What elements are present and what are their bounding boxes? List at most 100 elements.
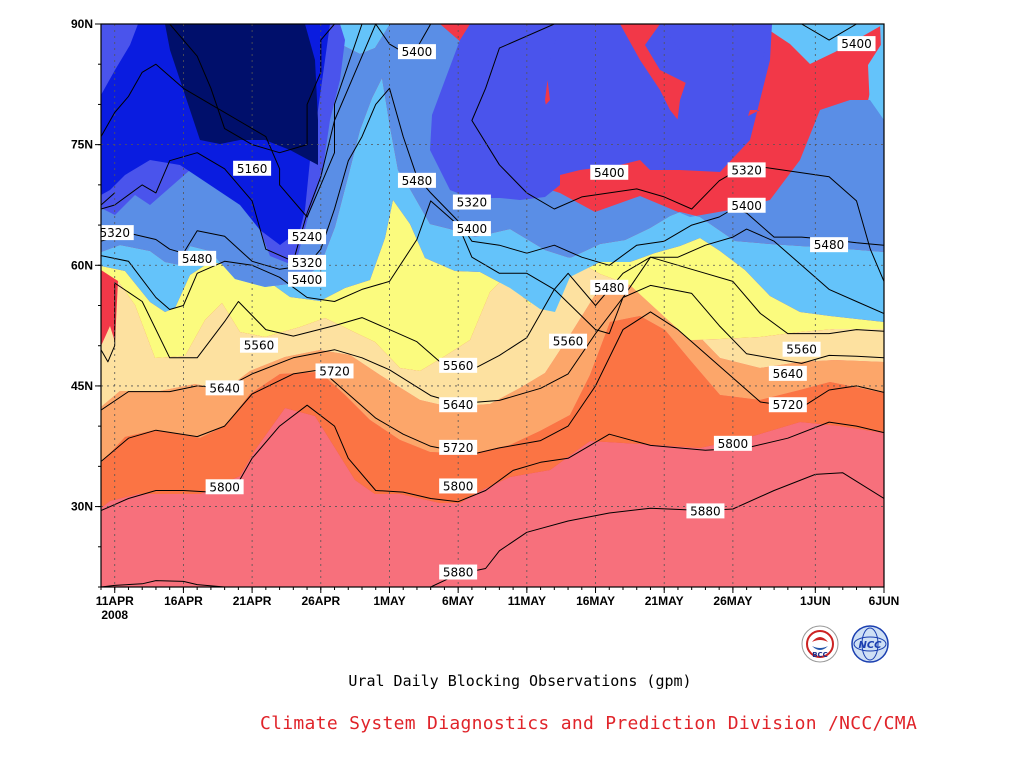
bcc-logo-text: BCC <box>812 651 828 659</box>
contour-label: 5160 <box>233 160 272 176</box>
contour-label: 5720 <box>315 363 354 379</box>
contour-line-5480 <box>101 200 884 335</box>
contour-label: 5560 <box>239 337 278 353</box>
contour-line-5320 <box>471 24 884 282</box>
y-tick-label: 60N <box>71 258 93 272</box>
credit-line: Climate System Diagnostics and Predictio… <box>260 713 918 734</box>
x-tick-label: 6JUN <box>869 594 900 608</box>
plot-area: 5400 5400 5160 5480 5400 5320 5320 5240 5320 5400… <box>99 24 884 587</box>
svg-text:5480: 5480 <box>594 281 625 295</box>
contour-label: 5480 <box>397 172 436 188</box>
svg-text:5240: 5240 <box>292 230 323 244</box>
contour-label: 5640 <box>439 397 478 413</box>
svg-text:5640: 5640 <box>209 381 240 395</box>
contour-label: 5320 <box>99 225 134 241</box>
fill-below-5160 <box>165 24 318 165</box>
fill-band-5720-5800 <box>101 316 884 508</box>
contour-label: 5560 <box>549 333 588 349</box>
svg-text:5320: 5320 <box>731 163 762 177</box>
fill-band-5160-5240-left <box>101 100 120 190</box>
contour-label: 5800 <box>439 478 478 494</box>
contour-label: 5720 <box>768 397 807 413</box>
fill-band-5400-5480-top <box>330 24 884 120</box>
contour-label: 5400 <box>288 271 327 287</box>
ncc-logo: NCC <box>851 625 889 663</box>
svg-text:5480: 5480 <box>182 252 213 266</box>
svg-text:5400: 5400 <box>457 222 488 236</box>
svg-text:5400: 5400 <box>594 166 625 180</box>
x-tick-label: 16APR <box>164 594 203 608</box>
y-tick-label: 75N <box>71 138 93 152</box>
logos: BCC NCC <box>800 624 896 664</box>
x-tick-label: 11MAY <box>508 594 546 608</box>
contour-line-5720 <box>101 311 884 462</box>
contour-line-5320 <box>101 24 377 262</box>
x-tick-label: 26APR <box>301 594 340 608</box>
logo-group: BCC NCC <box>801 625 889 663</box>
svg-text:5720: 5720 <box>773 398 804 412</box>
x-tick-label: 11APR <box>96 594 134 608</box>
contour-label: 5480 <box>590 279 629 295</box>
contour-line-5240 <box>101 192 116 206</box>
svg-text:5720: 5720 <box>319 364 350 378</box>
contour-label: 5400 <box>452 221 491 237</box>
contour-label: 5400 <box>727 197 766 213</box>
svg-text:5320: 5320 <box>99 226 130 240</box>
svg-text:5320: 5320 <box>457 196 488 210</box>
fill-band-5400-5480 <box>101 78 884 322</box>
contour-fills <box>101 24 884 587</box>
svg-text:5720: 5720 <box>443 441 474 455</box>
svg-text:5560: 5560 <box>553 335 584 349</box>
contour-label: 5480 <box>810 237 849 253</box>
svg-text:5560: 5560 <box>443 359 474 373</box>
x-tick-label: 21MAY <box>645 594 684 608</box>
contour-line-5880 <box>101 580 225 587</box>
svg-text:5400: 5400 <box>841 37 872 51</box>
contour-label: 5400 <box>590 164 629 180</box>
contour-label: 5880 <box>439 564 478 580</box>
svg-text:5400: 5400 <box>731 199 762 213</box>
contour-line-5880 <box>430 472 884 587</box>
svg-text:5320: 5320 <box>292 256 323 270</box>
svg-text:5400: 5400 <box>402 45 433 59</box>
fill-band-5480-5560 <box>101 200 884 371</box>
bcc-logo: BCC <box>801 625 839 663</box>
chart-caption: Ural Daily Blocking Observations (gpm) <box>348 672 692 690</box>
svg-text:5480: 5480 <box>814 238 845 252</box>
fill-band-5800-5880 <box>101 408 884 587</box>
svg-text:5560: 5560 <box>786 343 817 357</box>
contour-label: 5640 <box>205 380 244 396</box>
svg-text:5640: 5640 <box>443 398 474 412</box>
ncc-logo-text: NCC <box>858 640 882 651</box>
contour-fills-cold <box>101 24 884 287</box>
x-tick-label: 16MAY <box>576 594 615 608</box>
x-tick-label: 1JUN <box>800 594 831 608</box>
svg-text:5480: 5480 <box>402 174 433 188</box>
contour-label: 5400 <box>397 44 436 60</box>
contour-label: 5640 <box>768 365 807 381</box>
x-tick-label: 1MAY <box>373 594 405 608</box>
y-tick-label: 30N <box>71 500 93 514</box>
contour-label: 5800 <box>713 435 752 451</box>
x-tick-label: 6MAY <box>442 594 474 608</box>
contour-label: 5880 <box>686 503 725 519</box>
y-axis: 30N 45N 60N 75N 90N <box>71 17 101 588</box>
svg-text:5640: 5640 <box>773 367 804 381</box>
contour-label: 5320 <box>452 194 491 210</box>
svg-text:5400: 5400 <box>292 273 323 287</box>
svg-text:5800: 5800 <box>443 479 474 493</box>
contour-label: 5800 <box>205 479 244 495</box>
contour-label: 5720 <box>439 439 478 455</box>
y-tick-label: 90N <box>71 17 93 31</box>
contour-labels: 5400 5400 5160 5480 5400 5320 5320 5240 5320 5400… <box>99 36 876 580</box>
svg-text:5880: 5880 <box>443 566 474 580</box>
svg-text:5160: 5160 <box>237 162 268 176</box>
contour-line-5240 <box>101 24 363 218</box>
contour-label: 5560 <box>439 357 478 373</box>
svg-text:5560: 5560 <box>244 339 275 353</box>
contour-label: 5560 <box>782 341 821 357</box>
fill-band-5560-5640 <box>101 257 884 407</box>
contour-label: 5320 <box>288 254 327 270</box>
